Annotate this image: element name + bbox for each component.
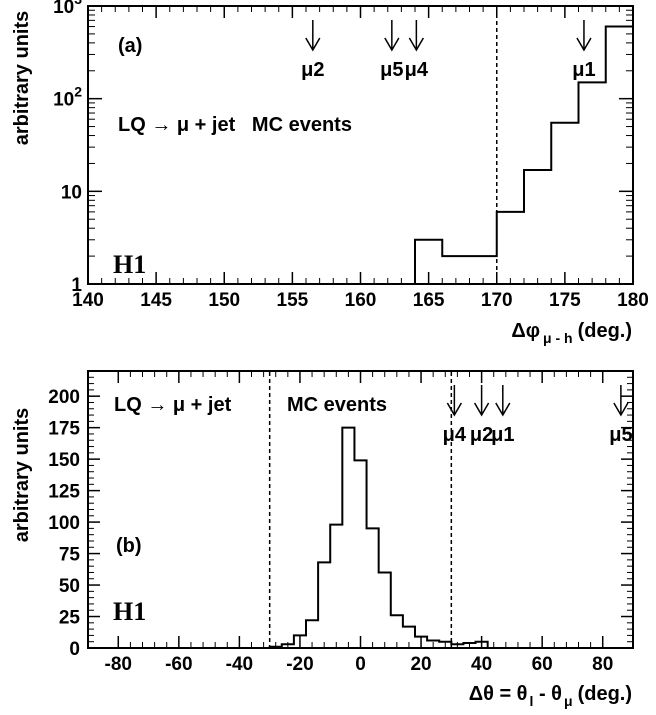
marker-label: μ2 (301, 59, 324, 81)
y-tick-label: 50 (59, 576, 80, 597)
x-tick-label: -20 (286, 654, 313, 675)
x-tick-label: -80 (105, 654, 132, 675)
panel-a-label: (a) (118, 35, 142, 57)
marker-arrow-head (495, 402, 511, 417)
event-marker: μ5 (380, 20, 404, 81)
x-tick-label: 20 (410, 654, 431, 675)
event-marker: μ4 (443, 385, 467, 446)
x-tick-label: -60 (165, 654, 192, 675)
panel-a-experiment-label: H1 (113, 250, 146, 279)
event-marker: μ4 (405, 20, 429, 81)
panel-b-experiment-label: H1 (113, 597, 146, 626)
marker-arrow-head (384, 37, 400, 52)
y-tick-label: 100 (48, 513, 80, 534)
marker-arrow-head (446, 402, 463, 417)
marker-arrow-head (305, 37, 321, 52)
panel-b-cut-lines (268, 372, 453, 647)
y-tick-label: 103 (53, 0, 82, 18)
x-tick-label: 145 (140, 290, 172, 311)
panel-a-x-ticks: 140 145 150 155 160 165 170 175 180 (72, 6, 649, 311)
x-tick-label: 170 (481, 290, 513, 311)
panel-b-label: (b) (116, 535, 142, 557)
y-tick-label: 75 (59, 545, 81, 566)
panel-b-y-ticks: 0 25 50 75 100 125 150 175 200 (48, 370, 633, 660)
panel-a-event-markers: μ2 μ5 μ4 μ1 (301, 20, 596, 81)
event-marker: μ2 (470, 385, 493, 446)
panel-a-x-axis-title: Δφ μ - h (deg.) (511, 320, 632, 346)
panel-b-annotation-right: MC events (287, 394, 387, 416)
marker-arrow-head (473, 402, 490, 417)
marker-arrow-head (576, 37, 592, 52)
y-tick-label: 150 (48, 450, 80, 471)
y-tick-label: 175 (48, 419, 80, 440)
x-tick-label: 150 (208, 290, 240, 311)
panel-b-annotation-left: LQ → μ + jet (114, 394, 232, 416)
x-tick-label: 80 (592, 654, 613, 675)
event-marker: μ1 (491, 385, 514, 446)
panel-a-annotation: LQ → μ + jet MC events (118, 114, 352, 136)
event-marker: μ1 (572, 20, 596, 81)
panel-a: 1 10 102 103 140 145 150 155 160 165 170 175 180 μ2… (11, 0, 649, 346)
marker-label: μ4 (443, 424, 467, 446)
marker-label: μ2 (470, 424, 493, 446)
y-tick-label: 25 (59, 608, 81, 629)
marker-label: μ4 (405, 59, 429, 81)
x-tick-label: -40 (226, 654, 253, 675)
panel-b-x-ticks: -80 -60 -40 -20 0 20 40 60 80 (105, 371, 613, 675)
x-tick-label: 60 (532, 654, 553, 675)
x-tick-label: 165 (413, 290, 445, 311)
marker-arrow-head (408, 37, 425, 52)
panel-a-y-ticks: 1 10 102 103 (53, 0, 633, 296)
event-marker: μ5 (609, 385, 633, 446)
y-tick-label: 200 (48, 387, 80, 408)
panel-a-y-axis-title: arbitrary units (11, 11, 33, 145)
marker-label: μ1 (572, 59, 595, 81)
x-tick-label: 40 (471, 654, 492, 675)
panel-b-y-axis-title: arbitrary units (11, 408, 33, 542)
x-tick-label: 0 (355, 654, 366, 675)
y-tick-label: 102 (53, 84, 82, 111)
x-tick-label: 155 (277, 290, 309, 311)
y-tick-label: 0 (69, 639, 80, 660)
y-tick-label: 10 (61, 182, 82, 203)
marker-arrow-head (613, 402, 629, 417)
y-tick-label: 1 (71, 275, 82, 296)
panel-a-histogram (414, 25, 633, 284)
event-marker: μ2 (301, 20, 324, 81)
x-tick-label: 180 (617, 290, 649, 311)
panel-b-histogram (88, 426, 633, 648)
marker-label: μ1 (491, 424, 514, 446)
x-tick-label: 160 (345, 290, 377, 311)
x-tick-label: 175 (549, 290, 581, 311)
marker-label: μ5 (609, 424, 632, 446)
y-tick-label: 125 (48, 482, 80, 503)
panel-b: 0 25 50 75 100 125 150 175 200 -80 -60 -40 -20 0 20 40… (11, 370, 634, 709)
x-tick-label: 140 (72, 290, 104, 311)
marker-label: μ5 (380, 59, 403, 81)
